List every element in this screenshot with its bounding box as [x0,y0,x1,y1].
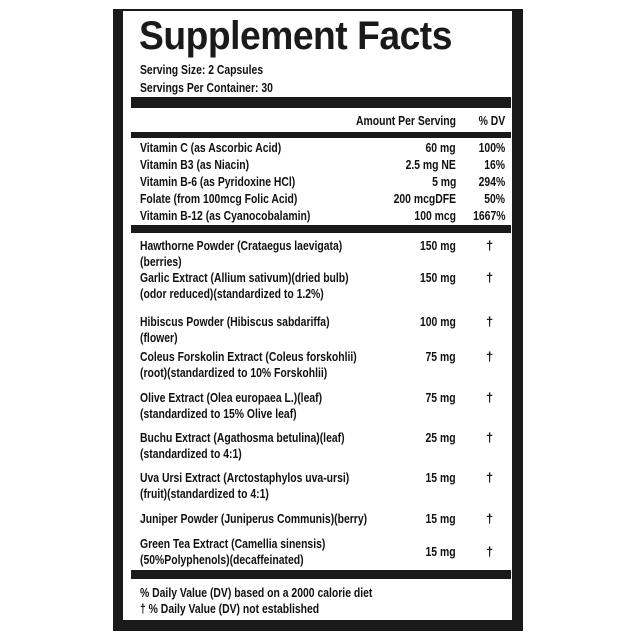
header-dv: % DV [478,113,505,128]
dagger-icon: † [486,349,494,364]
vitamin-amount: 60 mg [425,140,456,155]
ingredient-detail: (root)(standardized to 10% Forskohlii) [140,365,328,380]
ingredient-amount: 75 mg [425,349,456,364]
serving-size: Serving Size: 2 Capsules [140,62,264,77]
vitamin-name: Vitamin B-6 (as Pyridoxine HCl) [140,174,296,189]
ingredient-name: Juniper Powder (Juniperus Communis)(berr… [140,511,368,526]
ingredient-amount: 100 mg [420,314,456,329]
dagger-icon: † [486,390,494,405]
divider-thick [131,570,511,579]
dagger-icon: † [486,238,494,253]
vitamin-name: Vitamin C (as Ascorbic Acid) [140,140,282,155]
vitamin-amount: 5 mg [431,174,456,189]
servings-per-container: Servings Per Container: 30 [140,80,273,95]
ingredient-name: Coleus Forskolin Extract (Coleus forskoh… [140,349,357,364]
vitamin-dv: 294% [478,174,505,189]
ingredient-amount: 25 mg [425,430,456,445]
ingredient-detail: (standardized to 4:1) [140,446,242,461]
ingredient-name: Hawthorne Powder (Crataegus laevigata) [140,238,343,253]
vitamin-dv: 100% [478,140,505,155]
ingredient-amount: 150 mg [420,238,456,253]
ingredient-name: Hibiscus Powder (Hibiscus sabdariffa) [140,314,330,329]
dagger-icon: † [486,511,494,526]
vitamin-dv: 1667% [472,208,505,223]
ingredient-name: Green Tea Extract (Camellia sinensis) [140,536,326,551]
divider-medium [131,132,511,138]
vitamin-name: Folate (from 100mcg Folic Acid) [140,191,298,206]
dagger-icon: † [486,470,494,485]
vitamin-amount: 100 mcg [414,208,456,223]
vitamin-name: Vitamin B3 (as Niacin) [140,157,250,172]
footnote-dagger: † % Daily Value (DV) not established [140,601,320,616]
ingredient-name: Garlic Extract (Allium sativum)(dried bu… [140,270,349,285]
header-amount: Amount Per Serving [356,113,456,128]
ingredient-detail: (standardized to 15% Olive leaf) [140,406,297,421]
ingredient-amount: 75 mg [425,390,456,405]
vitamin-dv: 16% [484,157,505,172]
vitamin-amount: 200 mcgDFE [393,191,456,206]
ingredient-amount: 150 mg [420,270,456,285]
ingredient-detail: (odor reduced)(standardized to 1.2%) [140,286,324,301]
divider-thick [131,97,511,108]
ingredient-detail: (fruit)(standardized to 4:1) [140,486,269,501]
divider-thick [131,225,511,233]
page-title: Supplement Facts [139,14,452,58]
dagger-icon: † [486,314,494,329]
ingredient-name: Olive Extract (Olea europaea L.)(leaf) [140,390,323,405]
dagger-icon: † [486,544,494,559]
dagger-icon: † [486,430,494,445]
vitamin-dv: 50% [484,191,505,206]
ingredient-name: Buchu Extract (Agathosma betulina)(leaf) [140,430,345,445]
vitamin-name: Vitamin B-12 (as Cyanocobalamin) [140,208,311,223]
ingredient-name: Uva Ursi Extract (Arctostaphylos uva-urs… [140,470,350,485]
ingredient-detail: (berries) [140,254,182,269]
supplement-facts-panel [123,11,512,620]
ingredient-amount: 15 mg [425,511,456,526]
dagger-icon: † [486,270,494,285]
vitamin-amount: 2.5 mg NE [405,157,456,172]
ingredient-detail: (50%Polyphenols)(decaffeinated) [140,552,304,567]
footnote-dv: % Daily Value (DV) based on a 2000 calor… [140,585,373,600]
ingredient-amount: 15 mg [425,470,456,485]
ingredient-detail: (flower) [140,330,178,345]
ingredient-amount: 15 mg [425,544,456,559]
